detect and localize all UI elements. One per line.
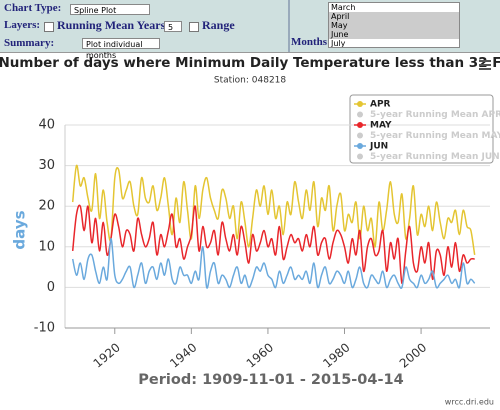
months-list[interactable]: March April May June July	[328, 2, 460, 48]
control-panel: Chart Type: Spline Plot Layers: Running …	[0, 0, 500, 60]
chart-type-label: Chart Type:	[4, 2, 62, 14]
series-line	[71, 237, 476, 289]
legend-label: 5-year Running Mean MAY	[370, 131, 500, 141]
y-tick-label: 20	[38, 199, 55, 214]
x-axis-label: Period: 1909-11-01 - 2015-04-14	[138, 372, 403, 388]
y-tick-label: 10	[38, 239, 55, 254]
x-tick-label: 1940	[167, 340, 199, 370]
legend-marker	[357, 153, 363, 160]
month-option[interactable]: May	[329, 21, 459, 30]
range-checkbox[interactable]	[189, 22, 199, 32]
summary-select[interactable]: Plot individual months	[82, 38, 160, 60]
legend-marker	[357, 111, 363, 118]
x-tick-label: 1960	[244, 340, 276, 370]
legend-label: APR	[370, 100, 391, 110]
running-mean-checkbox[interactable]	[44, 22, 54, 32]
layers-label: Layers:	[4, 19, 41, 31]
legend-label: 5-year Running Mean JUN	[370, 152, 500, 162]
legend-label: 5-year Running Mean APR	[370, 110, 500, 120]
running-mean-label: Running Mean Years	[57, 18, 166, 32]
month-option[interactable]: March	[331, 3, 356, 12]
range-label: Range	[202, 18, 235, 32]
menu-icon[interactable]	[479, 60, 491, 70]
y-tick-label: 0	[47, 280, 55, 295]
chart-type-select[interactable]: Spline Plot	[70, 4, 150, 15]
legend-label: MAY	[370, 121, 392, 131]
y-axis-label: days	[11, 210, 29, 249]
legend-marker	[357, 132, 363, 139]
summary-label: Summary:	[4, 37, 55, 49]
x-tick-label: 1920	[91, 340, 123, 370]
month-option[interactable]: April	[329, 12, 459, 21]
divider	[288, 0, 290, 52]
y-tick-label: -10	[34, 321, 55, 336]
chart-subtitle: Station: 048218	[214, 76, 287, 86]
running-mean-input[interactable]: 5	[164, 21, 182, 32]
months-label: Months:	[291, 36, 331, 48]
y-tick-label: 30	[38, 158, 55, 173]
series-line	[71, 164, 476, 256]
legend-label: JUN	[369, 142, 388, 152]
month-option[interactable]: June	[329, 30, 459, 39]
credit: wrcc.dri.edu	[445, 398, 494, 407]
month-option[interactable]: July	[331, 39, 346, 48]
x-tick-label: 2000	[397, 340, 429, 370]
series-line	[71, 204, 475, 285]
y-tick-label: 40	[38, 118, 55, 133]
x-tick-label: 1980	[320, 340, 352, 370]
chart-title: Number of days where Minimum Daily Tempe…	[0, 55, 500, 71]
chart: Number of days where Minimum Daily Tempe…	[0, 55, 500, 407]
legend-box	[349, 94, 494, 164]
